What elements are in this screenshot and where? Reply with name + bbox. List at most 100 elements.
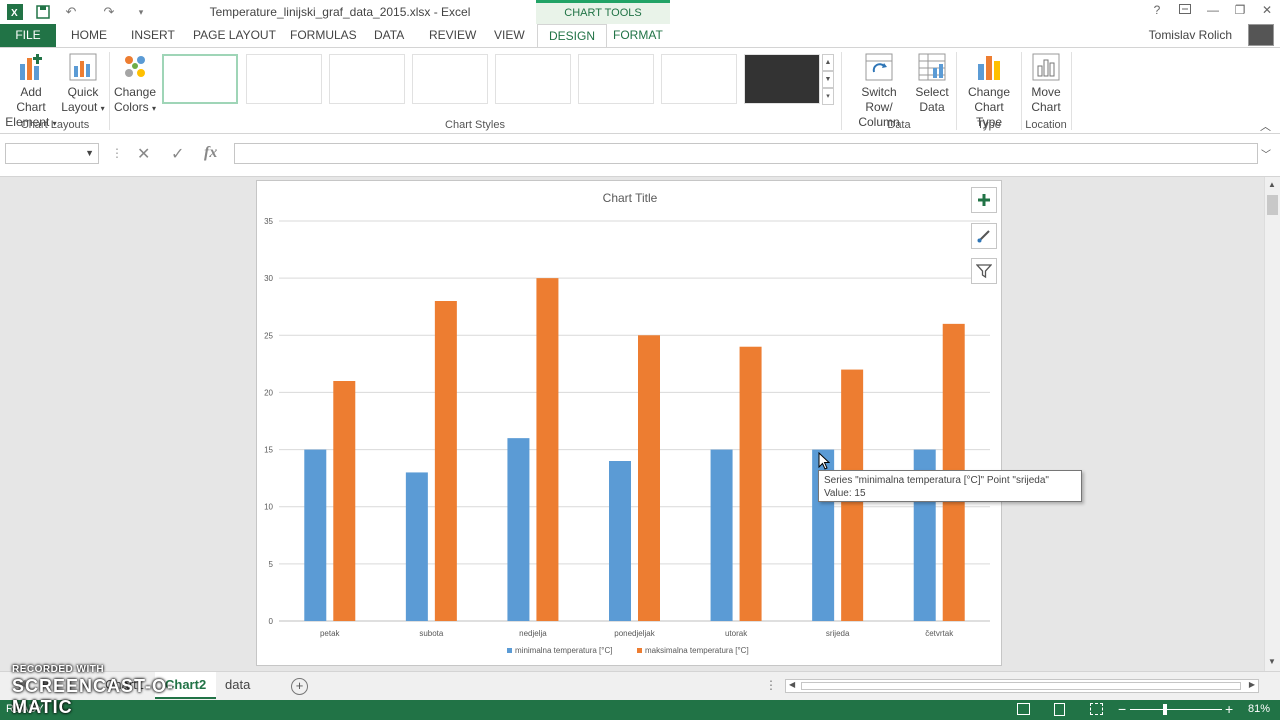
chart-styles-button[interactable]	[971, 223, 997, 249]
page-layout-view-icon[interactable]	[1054, 703, 1065, 716]
undo-icon[interactable]: ↶	[65, 4, 77, 19]
change-colors-button[interactable]: Change Colors ▾	[112, 52, 158, 116]
save-icon[interactable]	[34, 3, 52, 21]
tab-view[interactable]: VIEW	[494, 28, 525, 42]
chart-area[interactable]: Chart Title 0 5 10 15 20 25 30 35 petak subota ned…	[256, 180, 1002, 666]
ribbon-display-options-icon[interactable]	[1174, 3, 1196, 21]
bar-max[interactable]	[739, 346, 762, 621]
scroll-right-icon[interactable]: ▶	[1248, 680, 1255, 689]
normal-view-icon[interactable]	[1017, 703, 1030, 715]
chart-point-tooltip: Series "minimalna temperatura [°C]" Poin…	[818, 470, 1082, 502]
horizontal-scrollbar[interactable]: ◀ ▶	[785, 679, 1259, 693]
scrollbar-thumb[interactable]	[1267, 195, 1278, 215]
zoom-in-icon[interactable]: +	[1225, 701, 1234, 717]
page-break-view-icon[interactable]	[1090, 703, 1103, 715]
chart-style-3[interactable]	[329, 54, 405, 104]
bar-max[interactable]	[536, 278, 559, 621]
chart-filters-button[interactable]	[971, 258, 997, 284]
tab-data[interactable]: DATA	[374, 28, 405, 42]
name-box[interactable]: ▼	[5, 143, 99, 164]
chart-style-4[interactable]	[412, 54, 488, 104]
bar-max[interactable]	[333, 381, 356, 621]
chart-style-8[interactable]	[744, 54, 820, 104]
sheet-tab-chart1[interactable]: Chart1	[105, 677, 145, 692]
move-chart-button[interactable]: Move Chart	[1024, 52, 1068, 115]
user-account-name[interactable]: Tomislav Rolich	[1148, 28, 1232, 42]
sheet-tab-data[interactable]: data	[225, 677, 251, 692]
chart-style-2[interactable]	[246, 54, 322, 104]
bar-max[interactable]	[434, 301, 457, 621]
scroll-left-icon[interactable]: ◀	[789, 680, 796, 689]
minimize-icon[interactable]: —	[1207, 3, 1219, 17]
tab-design[interactable]: DESIGN	[537, 24, 608, 47]
chart-style-7[interactable]	[661, 54, 737, 104]
enter-check-icon[interactable]: ✓	[171, 146, 185, 163]
close-icon[interactable]: ✕	[1261, 3, 1273, 17]
cancel-entry-icon[interactable]: ✕	[137, 146, 151, 163]
quick-layout-button[interactable]: Quick Layout ▾	[60, 52, 106, 116]
scroll-down-icon[interactable]: ▼	[1268, 657, 1276, 666]
change-chart-type-button[interactable]: Change Chart Type	[960, 52, 1018, 130]
zoom-slider[interactable]	[1130, 709, 1222, 710]
chart-style-5[interactable]	[495, 54, 571, 104]
palette-icon	[120, 52, 150, 82]
expand-formula-bar-icon[interactable]: ﹀	[1261, 150, 1271, 161]
tab-review[interactable]: REVIEW	[429, 28, 477, 42]
chart-elements-button[interactable]	[971, 187, 997, 213]
add-sheet-icon[interactable]: +	[291, 678, 308, 695]
bar-max[interactable]	[638, 335, 660, 621]
zoom-level[interactable]: 81%	[1247, 703, 1270, 715]
chevron-down-icon[interactable]: ▼	[85, 148, 94, 158]
filter-icon	[976, 264, 992, 279]
column-chart[interactable]: Chart Title 0 5 10 15 20 25 30 35 petak subota ned…	[257, 181, 1003, 667]
insert-function-icon[interactable]: fx	[204, 144, 218, 161]
formula-bar: ▼ ⋮ ✕ ✓ fx ﹀	[0, 134, 1280, 177]
gallery-down-icon[interactable]: ▼	[822, 71, 834, 88]
status-text: READY	[6, 703, 44, 715]
zoom-slider-thumb[interactable]	[1163, 704, 1167, 715]
sheet-nav-prev-icon[interactable]: ◀	[18, 678, 26, 689]
bar-min[interactable]	[609, 461, 631, 621]
scroll-up-icon[interactable]: ▲	[1268, 180, 1276, 189]
ribbon: Add Chart Element ▾ Quick Layout ▾ Chart…	[0, 47, 1280, 134]
tab-home[interactable]: HOME	[71, 28, 107, 42]
excel-logo-icon: X	[6, 3, 24, 21]
legend-swatch	[507, 648, 512, 653]
gallery-more-icon[interactable]: ▾	[822, 88, 834, 105]
zoom-out-icon[interactable]: −	[1118, 701, 1127, 717]
tab-split-grip-icon[interactable]: ⋮	[765, 678, 777, 692]
tab-format[interactable]: FORMAT	[613, 28, 663, 42]
chart-style-6[interactable]	[578, 54, 654, 104]
help-button[interactable]: ?	[1153, 3, 1161, 17]
bar-min[interactable]	[710, 449, 733, 621]
add-chart-element-button[interactable]: Add Chart Element ▾	[4, 52, 58, 131]
sheet-tab-chart2[interactable]: Chart2	[155, 672, 217, 699]
bar-min[interactable]	[405, 472, 428, 621]
add-chart-element-icon	[16, 52, 46, 82]
vertical-scrollbar[interactable]: ▲ ▼	[1264, 177, 1280, 671]
collapse-ribbon-icon[interactable]: ︿	[1260, 121, 1271, 133]
change-chart-type-label-1: Change	[967, 85, 1011, 99]
gallery-up-icon[interactable]: ▲	[822, 54, 834, 71]
tab-insert[interactable]: INSERT	[131, 28, 175, 42]
customize-qat-icon[interactable]: ▾	[138, 6, 144, 17]
tab-file[interactable]: FILE	[0, 24, 56, 47]
bar-min[interactable]	[304, 449, 327, 621]
tab-page-layout[interactable]: PAGE LAYOUT	[193, 28, 276, 42]
formula-input[interactable]	[234, 143, 1258, 164]
tab-formulas[interactable]: FORMULAS	[290, 28, 357, 42]
restore-icon[interactable]: ❐	[1234, 3, 1246, 17]
redo-icon[interactable]: ↷	[103, 4, 115, 19]
bar-min[interactable]	[507, 438, 530, 621]
select-data-button[interactable]: Select Data	[912, 52, 952, 115]
sheet-nav-next-icon[interactable]: ▶	[42, 678, 50, 689]
legend-entry[interactable]: maksimalna temperatura [°C]	[645, 646, 749, 655]
group-label-chart-styles: Chart Styles	[445, 119, 505, 131]
scrollbar-thumb[interactable]	[801, 682, 1241, 690]
avatar[interactable]	[1248, 24, 1274, 46]
chart-styles-scroll[interactable]: ▲ ▼ ▾	[822, 54, 834, 106]
chart-style-1[interactable]	[162, 54, 238, 104]
switch-row-column-button[interactable]: Switch Row/ Column	[846, 52, 912, 130]
legend-entry[interactable]: minimalna temperatura [°C]	[515, 646, 612, 655]
chart-title[interactable]: Chart Title	[603, 191, 658, 205]
